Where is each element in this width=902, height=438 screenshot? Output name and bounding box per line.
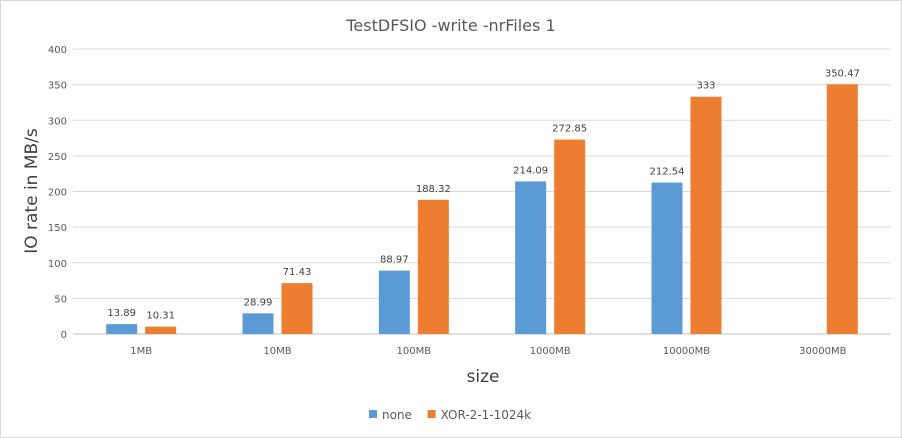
- chart-title: TestDFSIO -write -nrFiles 1: [345, 16, 555, 35]
- data-label: 13.89: [107, 308, 136, 319]
- y-tick-label: 350: [48, 81, 67, 92]
- bar-xor-2-1-1024k-1000mb: [554, 139, 586, 334]
- data-label: 71.43: [283, 267, 312, 278]
- y-tick-label: 200: [48, 188, 67, 199]
- legend-swatch: [369, 410, 377, 418]
- grid-lines: [73, 48, 891, 335]
- legend: none XOR-2-1-1024k: [369, 408, 531, 422]
- bar-none-10000mb: [651, 182, 683, 334]
- x-tick-label: 10000MB: [663, 346, 710, 357]
- bar-xor-2-1-1024k-10000mb: [690, 96, 722, 334]
- bar-xor-2-1-1024k-100mb: [417, 199, 449, 334]
- bar-none-1mb: [106, 324, 138, 334]
- bars: [106, 84, 858, 334]
- data-label: 28.99: [244, 297, 273, 308]
- y-tick-label: 300: [48, 116, 67, 127]
- data-label: 350.47: [825, 68, 860, 79]
- bar-none-10mb: [242, 313, 274, 334]
- legend-swatch: [427, 410, 436, 418]
- x-tick-label: 10MB: [263, 346, 291, 357]
- y-tick-label: 400: [48, 45, 67, 56]
- x-axis-ticks: 1MB 10MB 100MB 1000MB 10000MB 30000MB: [130, 346, 846, 357]
- y-tick-label: 150: [48, 223, 67, 234]
- x-tick-label: 1000MB: [530, 346, 571, 357]
- data-labels: 13.89 10.31 28.99 71.43 88.97 188.32 214.09 272…: [107, 68, 859, 321]
- x-tick-label: 1MB: [130, 346, 152, 357]
- x-tick-label: 30000MB: [799, 346, 846, 357]
- data-label: 10.31: [146, 311, 175, 322]
- bar-xor-2-1-1024k-30000mb: [826, 84, 858, 334]
- data-label: 333: [696, 81, 715, 92]
- bar-none-1000mb: [515, 181, 547, 334]
- x-tick-label: 100MB: [397, 346, 432, 357]
- data-label: 88.97: [380, 255, 409, 266]
- y-tick-label: 250: [48, 152, 67, 163]
- y-axis-ticks: 0 50 100 150 200 250 300 350 400: [48, 45, 67, 341]
- data-label: 188.32: [416, 184, 451, 195]
- y-axis-title: IO rate in MB/s: [22, 128, 42, 254]
- bar-xor-2-1-1024k-10mb: [281, 283, 313, 334]
- data-label: 214.09: [513, 165, 548, 176]
- y-tick-label: 0: [61, 330, 67, 341]
- y-tick-label: 50: [54, 294, 67, 305]
- data-label: 212.54: [650, 167, 685, 178]
- bar-none-100mb: [378, 270, 410, 334]
- y-tick-label: 100: [48, 259, 67, 270]
- legend-label: XOR-2-1-1024k: [441, 408, 532, 422]
- legend-label: none: [382, 408, 412, 422]
- data-label: 272.85: [552, 124, 587, 135]
- x-axis-title: size: [467, 367, 500, 387]
- bar-xor-2-1-1024k-1mb: [145, 326, 177, 334]
